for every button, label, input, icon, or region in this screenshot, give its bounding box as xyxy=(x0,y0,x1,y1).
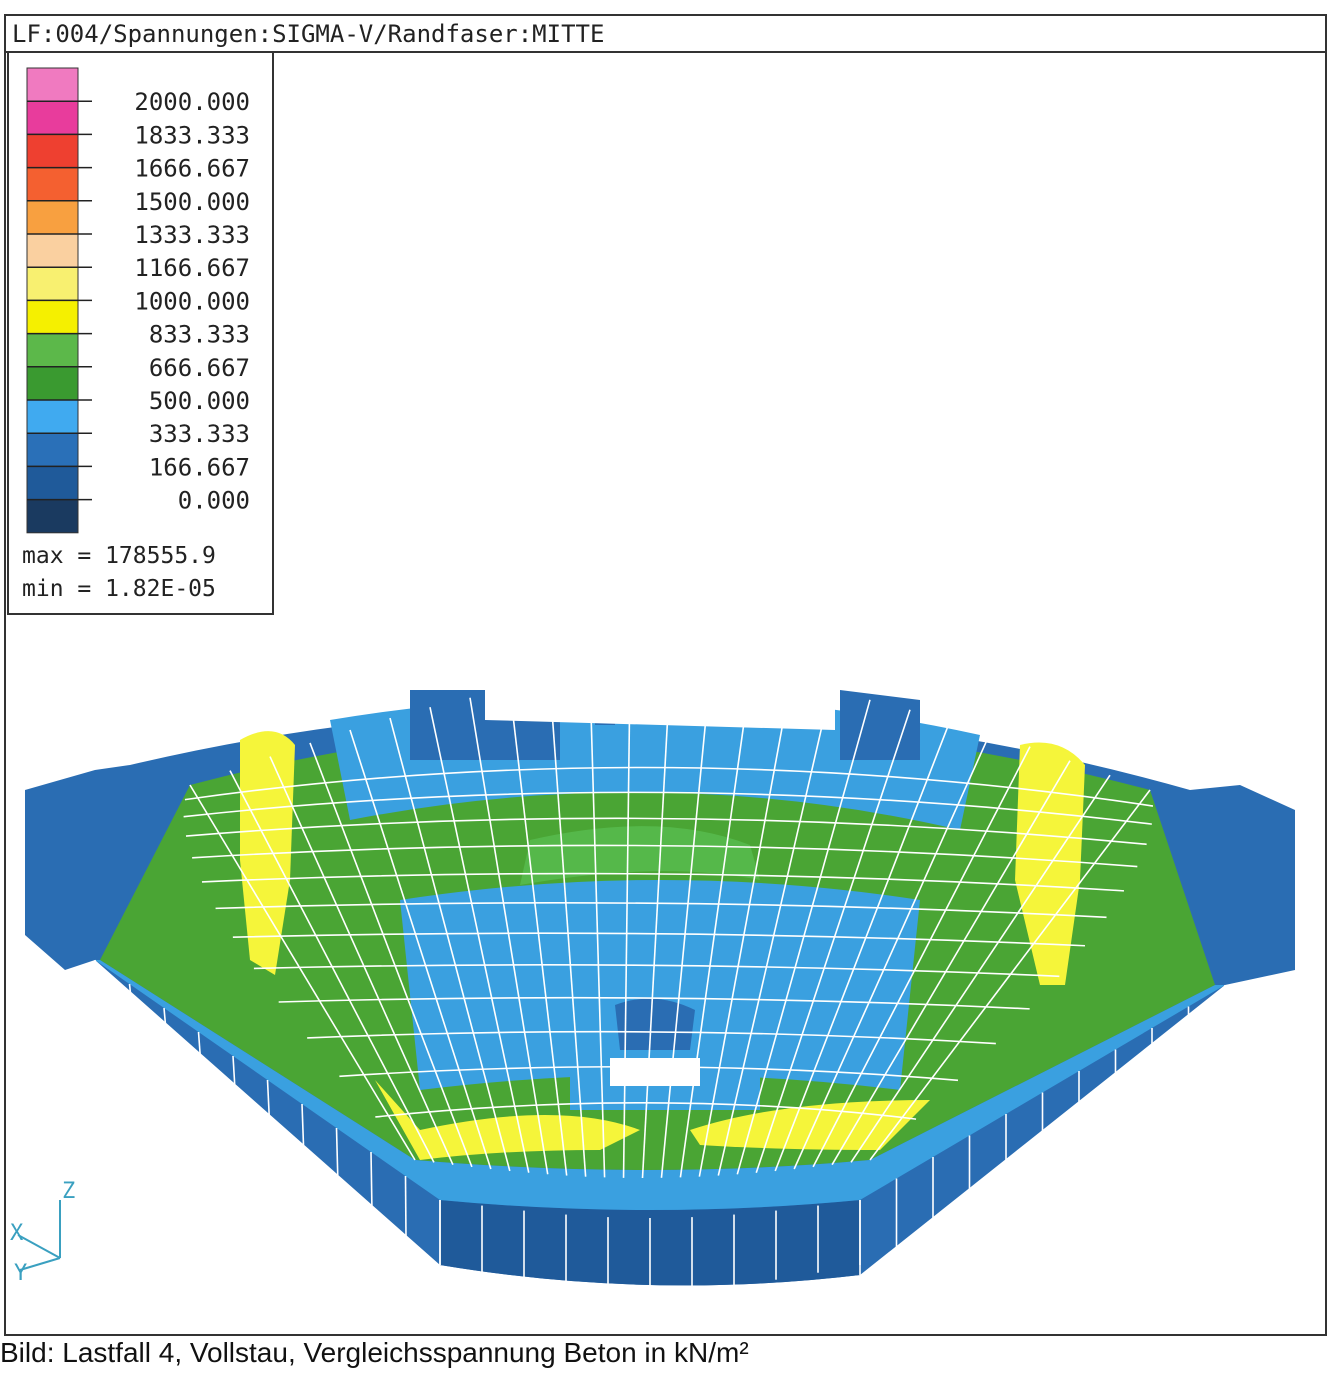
mesh-curve xyxy=(375,1102,917,1120)
center-dark xyxy=(615,998,695,1050)
mesh-line xyxy=(622,675,631,1178)
mesh-line xyxy=(429,707,530,1173)
mesh-line xyxy=(660,676,711,1178)
mesh-line xyxy=(335,1127,339,1186)
mesh-line xyxy=(698,684,791,1177)
mesh-line xyxy=(755,709,911,1173)
axis-x xyxy=(17,1234,61,1259)
fe-model xyxy=(25,674,1295,1290)
mesh-curve xyxy=(339,1065,959,1082)
center-opening xyxy=(610,1058,700,1086)
axis-z-label: Z xyxy=(62,1179,75,1204)
swatch xyxy=(26,465,79,501)
mesh-line xyxy=(850,774,1111,1163)
mesh-line xyxy=(370,1151,373,1213)
mesh-line xyxy=(163,1007,169,1054)
axis-triad: Z X Y xyxy=(10,1179,75,1286)
mesh-line xyxy=(641,674,671,1179)
legend-label: 1833.333 xyxy=(134,121,250,149)
mesh-line xyxy=(197,1031,203,1080)
mesh-line xyxy=(349,729,492,1170)
swatch xyxy=(26,499,79,534)
mesh-line xyxy=(269,756,454,1165)
mesh-line xyxy=(812,746,1031,1168)
max: max = 178555.9 xyxy=(22,543,216,569)
swatch xyxy=(26,100,79,135)
mesh-line xyxy=(774,720,951,1172)
mesh-line xyxy=(869,789,1151,1161)
mesh-curve xyxy=(232,932,1086,947)
mesh-line xyxy=(679,679,751,1178)
legend-labels: 2000.000 1833.333 1666.667 1500.000 1333.333… xyxy=(27,88,250,515)
legend-label: 1666.667 xyxy=(134,155,250,183)
title: LF:004/Spannungen:SIGMA-V/Randfaser:MITT… xyxy=(12,20,604,48)
legend-label: 2000.000 xyxy=(134,88,250,116)
swatch xyxy=(26,266,79,301)
rim xyxy=(95,960,1225,1210)
legend-label: 1166.667 xyxy=(134,254,250,282)
mesh-line xyxy=(736,699,871,1175)
mesh-line xyxy=(128,983,135,1027)
legend-label: 833.333 xyxy=(149,321,250,349)
top-opening xyxy=(485,676,835,730)
mesh-line xyxy=(232,1055,237,1107)
caption: Bild: Lastfall 4, Vollstau, Vergleichssp… xyxy=(0,1337,749,1368)
mesh-curve xyxy=(185,817,1147,846)
mesh-line xyxy=(389,717,511,1172)
swatch xyxy=(26,233,79,268)
legend-label: 500.000 xyxy=(149,387,250,415)
swatch xyxy=(26,333,79,368)
min: min = 1.82E-05 xyxy=(22,576,216,602)
mesh-line xyxy=(309,742,473,1168)
swatch xyxy=(26,299,79,335)
swatch xyxy=(26,399,79,434)
swatch xyxy=(26,200,79,235)
legend-label: 1333.333 xyxy=(134,221,250,249)
legend-label: 0.000 xyxy=(178,487,250,515)
mesh xyxy=(94,674,1226,1290)
mesh-line xyxy=(94,959,101,1001)
mesh-line xyxy=(301,1103,305,1160)
swatch xyxy=(26,167,79,202)
swatch xyxy=(26,432,79,467)
legend-label: 333.333 xyxy=(149,420,250,448)
axis-y-label: Y xyxy=(14,1261,27,1286)
mesh-line xyxy=(266,1079,271,1133)
mesh-curve xyxy=(183,791,1152,825)
swatch xyxy=(26,366,79,401)
legend-label: 1000.000 xyxy=(134,287,250,315)
mesh-line xyxy=(404,1175,407,1239)
swatch xyxy=(26,67,79,102)
mesh-curve xyxy=(192,844,1138,868)
mesh-curve xyxy=(184,766,1154,807)
mesh-line xyxy=(589,678,606,1178)
mesh-line xyxy=(831,760,1071,1166)
mesh-line xyxy=(793,733,991,1170)
axis-y xyxy=(19,1257,61,1271)
mesh-curve xyxy=(307,1030,996,1045)
mesh-line xyxy=(189,784,416,1161)
mesh-curve xyxy=(215,902,1107,919)
swatches xyxy=(26,67,79,534)
legend: 2000.000 1833.333 1666.667 1500.000 1333.333… xyxy=(7,51,274,615)
mesh-curve xyxy=(201,872,1125,892)
legend-label: 1500.000 xyxy=(134,188,250,216)
axis-x-label: X xyxy=(10,1221,24,1246)
mesh-line xyxy=(469,697,549,1175)
swatch xyxy=(26,133,79,169)
yellow-bottom-right xyxy=(690,1100,930,1150)
legend-label: 166.667 xyxy=(149,453,250,481)
light-green xyxy=(520,826,760,885)
mesh-curve xyxy=(253,964,1060,978)
mesh-line xyxy=(549,683,587,1177)
legend-label: 666.667 xyxy=(149,354,250,382)
mesh-curve xyxy=(278,996,1030,1010)
